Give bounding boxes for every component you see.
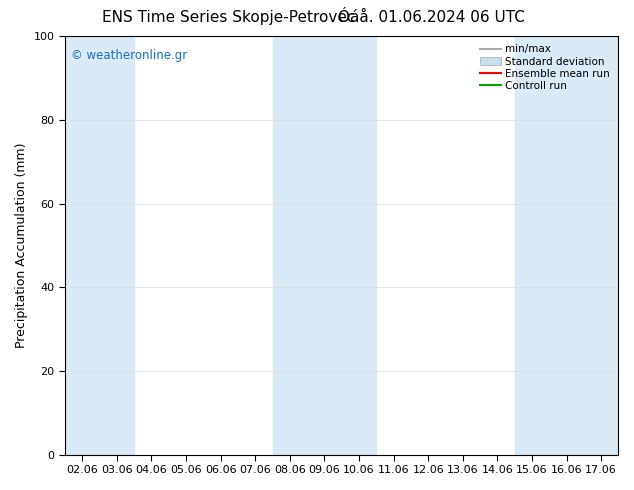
Text: Óáå. 01.06.2024 06 UTC: Óáå. 01.06.2024 06 UTC bbox=[338, 10, 524, 25]
Text: ENS Time Series Skopje-Petrovec: ENS Time Series Skopje-Petrovec bbox=[101, 10, 355, 25]
Bar bbox=[515, 36, 619, 455]
Legend: min/max, Standard deviation, Ensemble mean run, Controll run: min/max, Standard deviation, Ensemble me… bbox=[477, 41, 613, 94]
Y-axis label: Precipitation Accumulation (mm): Precipitation Accumulation (mm) bbox=[15, 143, 28, 348]
Text: © weatheronline.gr: © weatheronline.gr bbox=[70, 49, 187, 62]
Bar bbox=[65, 36, 134, 455]
Bar bbox=[273, 36, 377, 455]
